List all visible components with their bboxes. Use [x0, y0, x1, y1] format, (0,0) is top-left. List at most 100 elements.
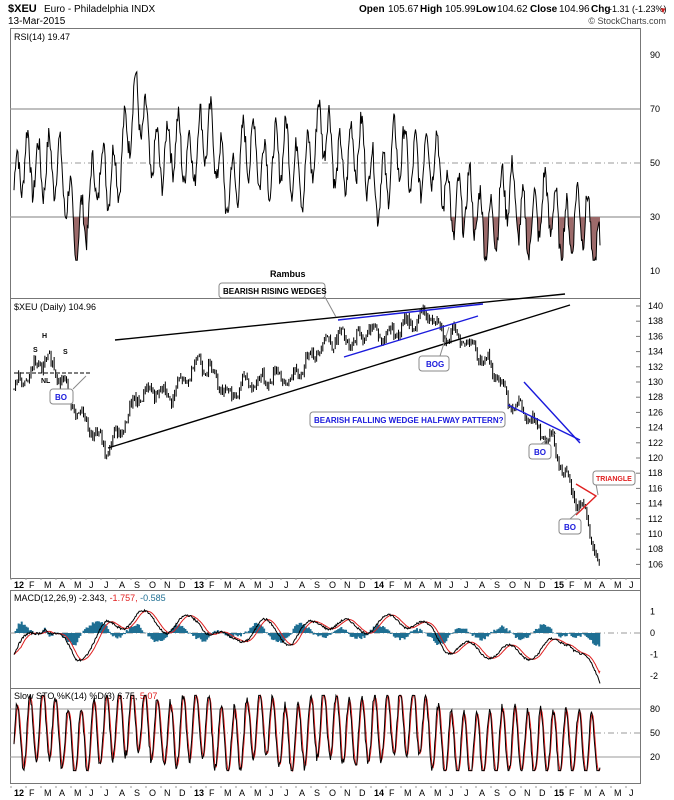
rsi-tick-labels: 90 70 50 30 10 — [650, 50, 660, 276]
bo-3-box — [558, 518, 582, 535]
x-axis-bottom-label-16: M — [254, 788, 262, 798]
price-bars — [13, 304, 600, 566]
chart-date: 13-Mar-2015 — [8, 16, 66, 27]
bo-1-text: BO — [55, 393, 67, 402]
triangle-pattern — [575, 483, 598, 516]
head-label: H — [42, 333, 47, 340]
x-axis-bottom-label-4: M — [74, 788, 82, 798]
x-axis-top-label-14: M — [224, 580, 232, 590]
x-axis-bottom-label-38: M — [584, 788, 592, 798]
triangle-box — [592, 470, 636, 486]
x-axis-bottom-label-24: 14 — [374, 788, 384, 798]
x-axis-top-label-37: F — [569, 580, 575, 590]
x-axis-top-label-21: O — [329, 580, 336, 590]
rising-wedges-pointer — [324, 296, 337, 318]
price-tick-140: 140 — [648, 301, 663, 311]
x-axis-top-label-18: J — [284, 580, 289, 590]
x-axis-bottom-label-40: M — [614, 788, 622, 798]
rsi-tick-70: 70 — [650, 104, 660, 114]
x-axis-bottom-label-13: F — [209, 788, 215, 798]
callout-falling-wedge: BEARISH FALLING WEDGE HALFWAY PATTERN? — [309, 411, 506, 428]
x-axis-top-label-2: M — [44, 580, 52, 590]
price-tick-122: 122 — [648, 438, 663, 448]
x-axis-bottom-label-25: F — [389, 788, 395, 798]
x-axis-top-label-17: J — [269, 580, 274, 590]
price-tick-136: 136 — [648, 331, 663, 341]
callout-bo-3: BO — [558, 509, 582, 535]
x-axis-bottom-label-10: N — [164, 788, 171, 798]
x-axis-top-label-23: D — [359, 580, 366, 590]
rising-wedges-text: BEARISH RISING WEDGES — [223, 287, 327, 296]
x-axis-bottom-label-41: J — [629, 788, 634, 798]
bo-2-text: BO — [534, 448, 546, 457]
x-axis-top-label-11: D — [179, 580, 186, 590]
x-axis-bottom-label-18: J — [284, 788, 289, 798]
price-tick-labels: 140 138 136 134 132 130 128 126 124 122 120 118 116 1… — [648, 301, 663, 569]
x-axis-top-label-7: A — [119, 580, 125, 590]
x-axis-bottom-label-20: S — [314, 788, 320, 798]
sto-panel: Slow STO %K(14) %D(3) 6.75, 5.07 80 50 20 — [10, 691, 660, 773]
callout-triangle: TRIANGLE — [592, 470, 636, 496]
macd-label-prefix: MACD(12,26,9) -2.343, — [14, 593, 107, 603]
x-axis-bottom-label-37: F — [569, 788, 575, 798]
x-axis-top-label-1: F — [29, 580, 35, 590]
x-axis-top-label-38: M — [584, 580, 592, 590]
price-panel: $XEU (Daily) 104.96 140 138 136 134 132 130 12… — [13, 269, 663, 569]
falling-wedge-text: BEARISH FALLING WEDGE HALFWAY PATTERN? — [314, 416, 504, 425]
rambus-label: Rambus — [270, 269, 306, 279]
x-axis-top-label-40: M — [614, 580, 622, 590]
sto-tick-50: 50 — [650, 728, 660, 738]
bog-pointer — [439, 326, 450, 357]
callout-rising-wedges: BEARISH RISING WEDGES — [218, 282, 337, 318]
x-axis-bottom: 12 F M A M J J A S O N D 13 F M A M J J A S O N D 14 F M A M J J A S O N D 1… — [10, 786, 634, 798]
x-axis-top-label-0: 12 — [14, 580, 24, 590]
x-axis-top: 12 F M A M J J A S O N D 13 F M A M J J A S O N D 14 F M A M J J A S O N D 1… — [10, 578, 634, 590]
x-axis-bottom-label-9: O — [149, 788, 156, 798]
x-axis-top-label-22: N — [344, 580, 351, 590]
price-tick-128: 128 — [648, 392, 663, 402]
x-axis-top-label-9: O — [149, 580, 156, 590]
rsi-series-line — [13, 70, 601, 263]
x-axis-top-label-30: J — [464, 580, 469, 590]
macd-label: MACD(12,26,9) -2.343, -1.757, -0.585 — [14, 593, 166, 603]
x-axis-bottom-label-29: J — [449, 788, 454, 798]
macd-tick--1: -1 — [650, 650, 658, 660]
x-axis-bottom-label-6: J — [104, 788, 109, 798]
macd-signal-line — [13, 610, 601, 675]
sto-tick-20: 20 — [650, 752, 660, 762]
down-arrow-icon: ▼ — [659, 6, 667, 15]
price-gridlines — [636, 305, 640, 565]
price-tick-118: 118 — [648, 468, 662, 478]
high-value: 105.99 — [445, 4, 476, 15]
x-axis-top-label-32: S — [494, 580, 500, 590]
low-label: Low — [476, 4, 496, 15]
bog-text: BOG — [426, 360, 444, 369]
x-axis-top-label-12: 13 — [194, 580, 204, 590]
x-axis-bottom-label-31: A — [479, 788, 485, 798]
upper-trendline — [114, 293, 566, 341]
triangle-pointer — [595, 483, 599, 496]
low-value: 104.62 — [497, 4, 528, 15]
macd-tick-labels: 1 0 -1 -2 — [650, 607, 658, 682]
x-axis-bottom-label-11: D — [179, 788, 186, 798]
x-axis-bottom-label-2: M — [44, 788, 52, 798]
bo-1-pointer — [72, 375, 87, 390]
x-axis-top-label-26: M — [404, 580, 412, 590]
x-axis-bottom-label-32: S — [494, 788, 500, 798]
price-tick-132: 132 — [648, 362, 663, 372]
sto-tick-80: 80 — [650, 704, 660, 714]
price-tick-114: 114 — [648, 499, 662, 509]
x-axis-top-label-39: A — [599, 580, 605, 590]
rsi-oversold-area — [483, 217, 489, 261]
price-tick-106: 106 — [648, 559, 663, 569]
macd-tick-0: 0 — [650, 628, 655, 638]
price-tick-134: 134 — [648, 347, 663, 357]
rsi-label: RSI(14) 19.47 — [14, 32, 70, 42]
x-axis-bottom-label-1: F — [29, 788, 35, 798]
lower-trendline — [107, 304, 571, 449]
bog-box — [418, 355, 450, 372]
x-axis-top-label-6: J — [104, 580, 109, 590]
bo-3-pointer — [569, 509, 581, 520]
watermark: © StockCharts.com — [588, 16, 666, 26]
symbol-label: $XEU — [8, 3, 37, 15]
